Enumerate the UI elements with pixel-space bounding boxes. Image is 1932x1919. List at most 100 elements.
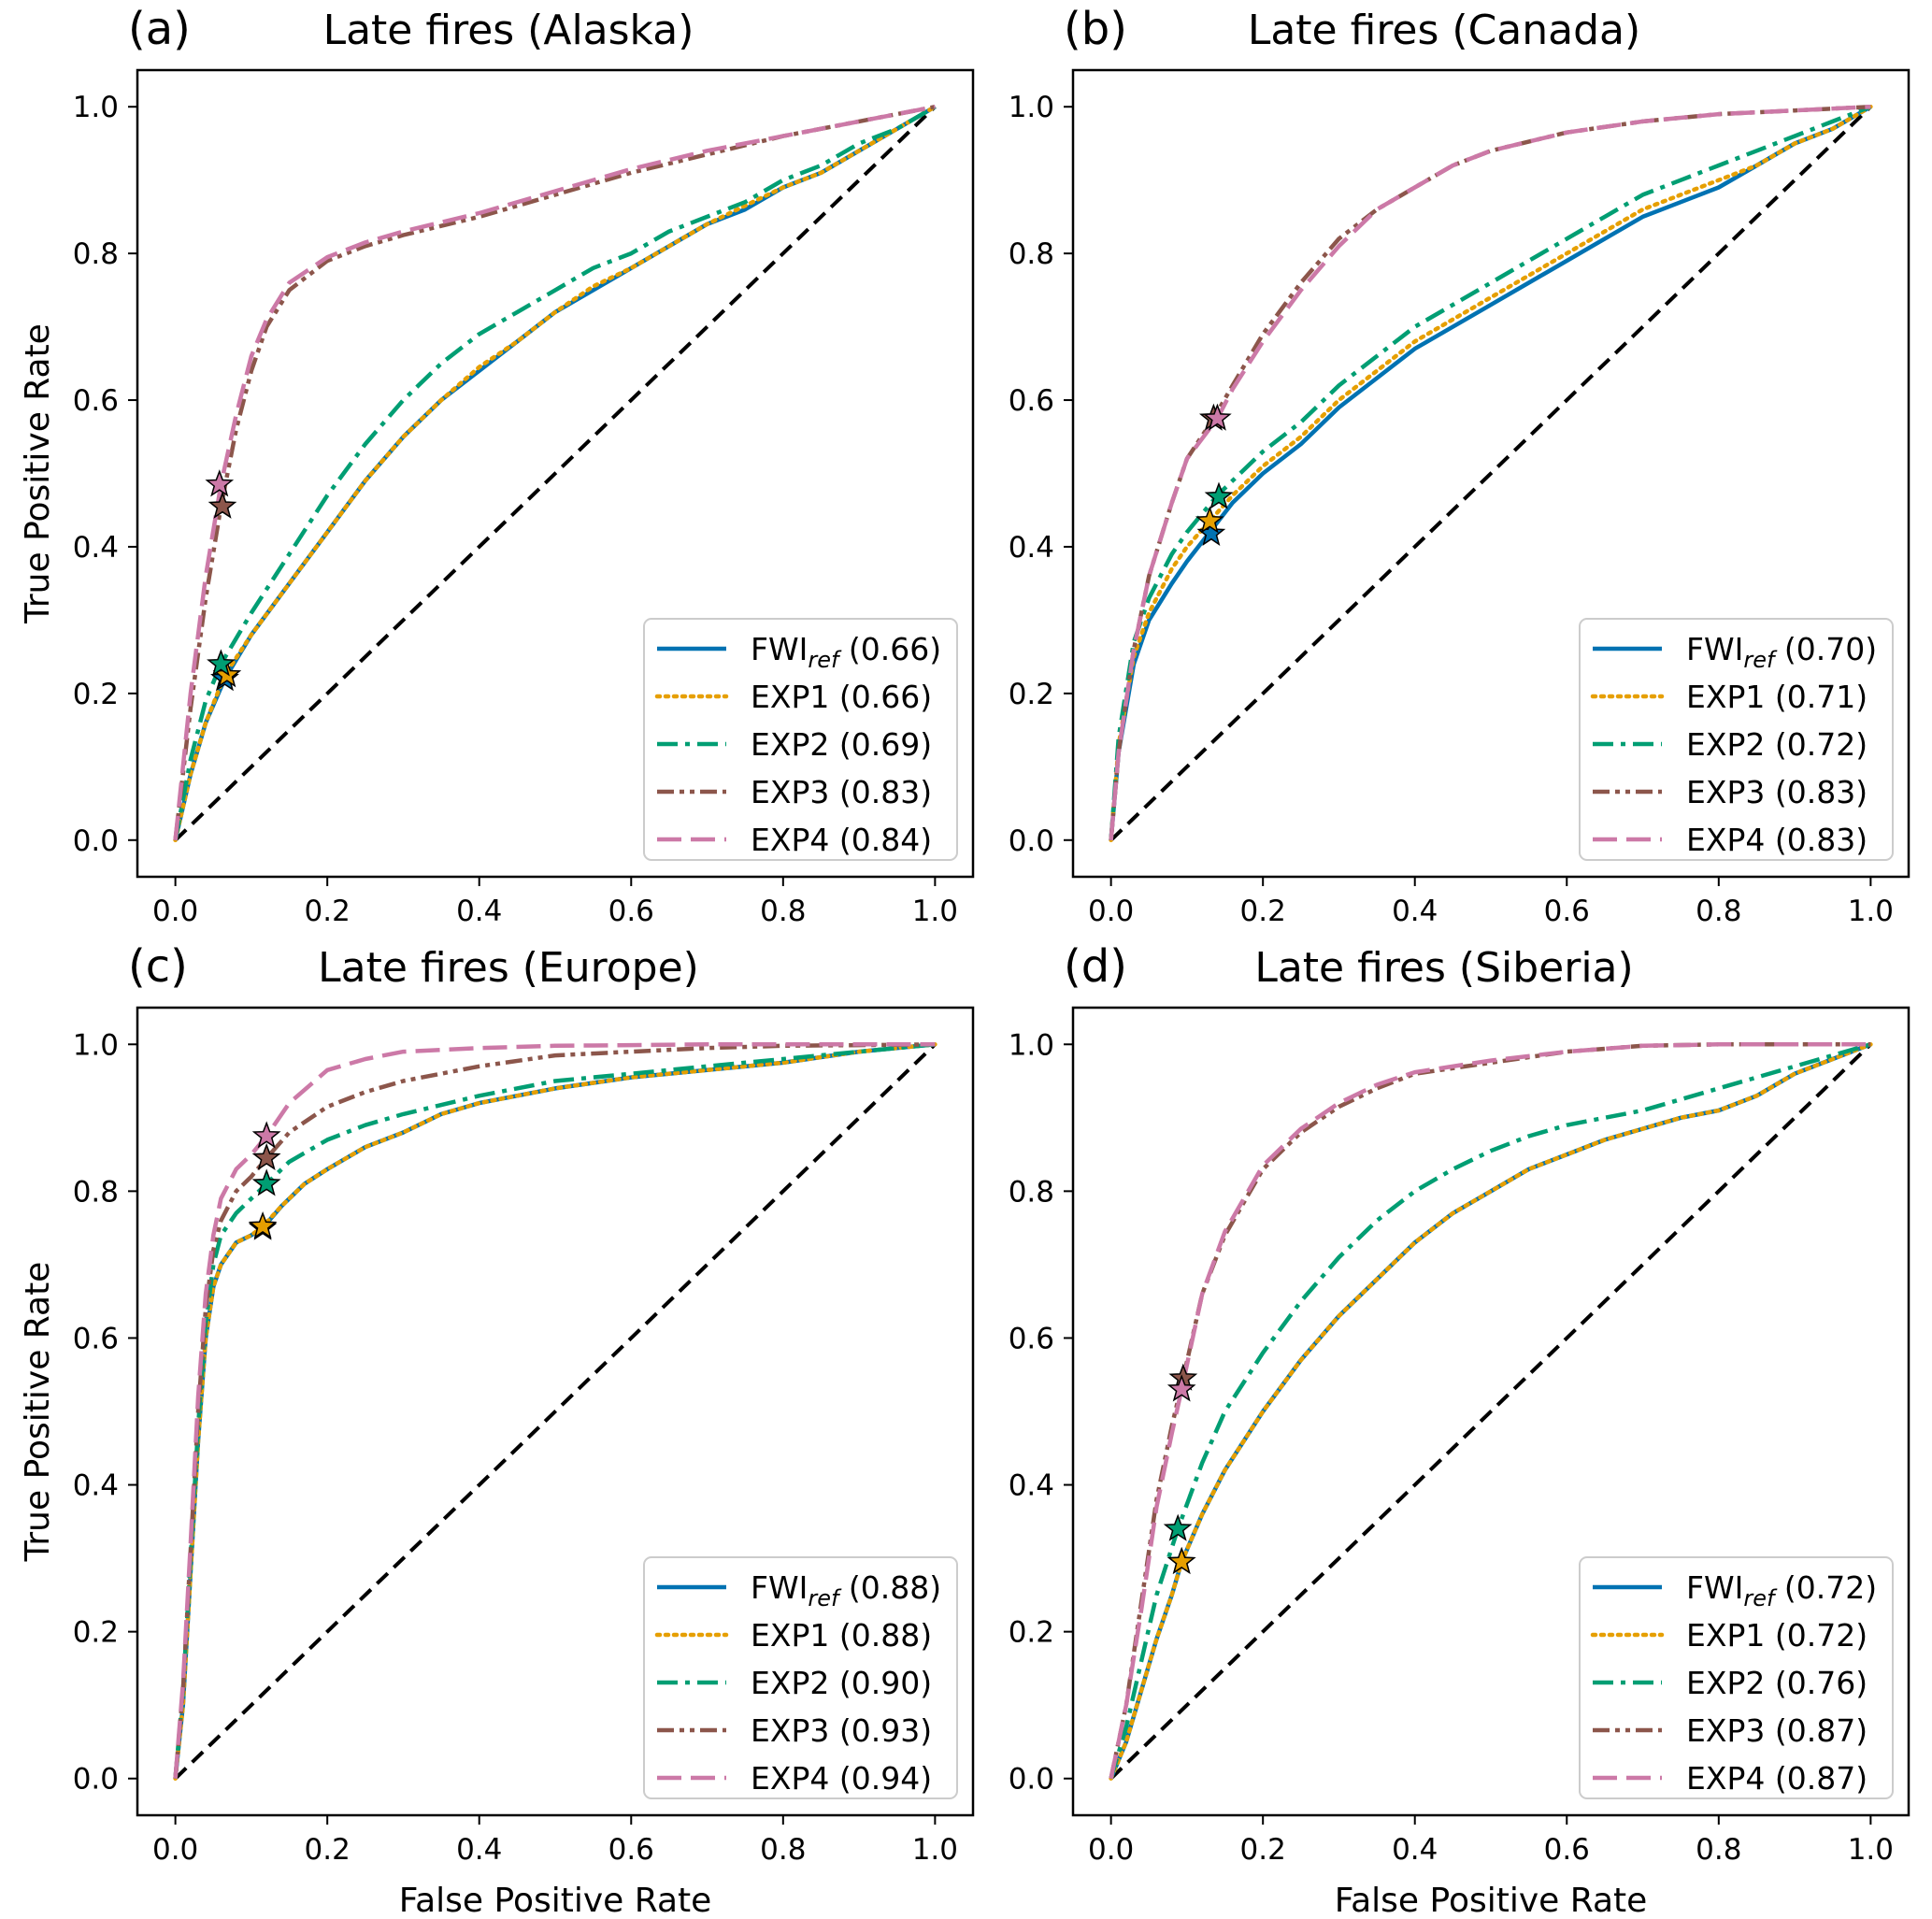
optimal-threshold-star-exp3 [251, 1142, 281, 1171]
legend-box [1579, 618, 1894, 861]
panel-title: Late fires (Europe) [318, 944, 699, 992]
optimal-threshold-star-exp4 [205, 469, 235, 497]
x-tick-label: 0.8 [1696, 1833, 1741, 1867]
legend-label: EXP2 (0.72) [1686, 726, 1868, 763]
legend-auc-value: (0.72) [1765, 726, 1868, 763]
legend-series-name: EXP2 [1686, 726, 1765, 763]
diagonal-reference-line [174, 105, 937, 842]
legend-label: EXP4 (0.87) [1686, 1760, 1868, 1797]
legend-label: EXP1 (0.72) [1686, 1617, 1868, 1654]
legend-label: EXP1 (0.88) [751, 1617, 932, 1654]
legend-auc-value: (0.69) [829, 726, 932, 763]
legend-label: EXP2 (0.76) [1686, 1665, 1868, 1701]
legend: FWIref (0.88)EXP1 (0.88)EXP2 (0.90)EXP3 … [643, 1556, 958, 1799]
legend-series-subscript: ref [808, 647, 842, 673]
x-tick-label: 0.0 [1088, 895, 1134, 928]
x-tick-label: 0.6 [608, 895, 654, 928]
axes-frame [1071, 68, 1911, 879]
diagonal-reference-line [1109, 105, 1872, 842]
legend-series-name: EXP2 [751, 1665, 829, 1701]
legend-auc-value: (0.71) [1765, 679, 1868, 715]
x-tick-label: 0.2 [1240, 895, 1286, 928]
y-tick-label: 0.2 [73, 678, 119, 711]
y-tick-label: 1.0 [1009, 1028, 1054, 1062]
roc-curve-exp4 [1109, 104, 1871, 840]
plot-area [1109, 104, 1873, 843]
panel-label: (a) [128, 3, 191, 55]
roc-curve-fwi-ref [1109, 105, 1872, 840]
legend-auc-value: (0.87) [1765, 1760, 1868, 1797]
legend-label: EXP4 (0.94) [751, 1760, 932, 1797]
legend-auc-value: (0.83) [1765, 822, 1868, 858]
panel-label: (c) [128, 940, 188, 993]
axes-frame [136, 1006, 975, 1817]
legend-series-name: FWI [751, 1569, 808, 1606]
y-tick-label: 1.0 [1009, 91, 1054, 124]
legend-series-name: EXP1 [751, 679, 829, 715]
legend-series-subscript: ref [808, 1585, 842, 1611]
legend-series-name: FWI [1686, 1569, 1743, 1606]
legend-item: EXP1 (0.72) [1590, 1617, 1868, 1654]
legend-series-name: EXP4 [1686, 1760, 1765, 1797]
roc-curve-exp2 [1109, 105, 1872, 840]
legend: FWIref (0.70)EXP1 (0.71)EXP2 (0.72)EXP3 … [1579, 618, 1894, 861]
legend-label: FWIref (0.66) [751, 631, 941, 673]
panel-title: Late fires (Siberia) [1254, 944, 1633, 992]
y-tick-label: 0.8 [73, 1175, 119, 1209]
roc-curve-exp4 [1109, 1042, 1871, 1780]
legend-auc-value: (0.72) [1765, 1617, 1868, 1654]
x-tick-label: 0.2 [1240, 1833, 1286, 1867]
x-tick-label: 0.0 [1088, 1833, 1134, 1867]
diagonal-reference-line [1109, 1042, 1872, 1781]
panel-label: (d) [1064, 940, 1127, 993]
optimal-threshold-star-exp2 [1204, 481, 1234, 509]
legend-auc-value: (0.66) [838, 631, 941, 667]
x-tick-label: 1.0 [912, 1833, 958, 1867]
legend-auc-value: (0.72) [1774, 1569, 1877, 1606]
legend-series-name: EXP3 [751, 774, 829, 810]
legend-series-name: EXP1 [1686, 1617, 1765, 1654]
legend-label: EXP3 (0.83) [751, 774, 932, 810]
legend-series-name: EXP2 [1686, 1665, 1765, 1701]
legend-item: EXP3 (0.83) [657, 774, 932, 810]
y-tick-label: 0.2 [73, 1616, 119, 1650]
panel-d: (d) Late fires (Siberia) 0.0 0.2 0.4 0.6 0.8 1.… [1009, 940, 1911, 1919]
legend-auc-value: (0.93) [829, 1712, 932, 1749]
panel-c: (c) Late fires (Europe) 0.0 0.2 0.4 0.6 0.8 1.0… [19, 940, 975, 1919]
optimal-threshold-star-fwi-ref [1196, 518, 1226, 546]
legend-item: EXP4 (0.84) [657, 822, 932, 858]
y-tick-label: 0.2 [1009, 1616, 1054, 1650]
x-tick-label: 1.0 [1848, 895, 1894, 928]
x-tick-label: 0.2 [305, 895, 351, 928]
roc-curve-exp3 [173, 1042, 936, 1779]
x-axis-label: False Positive Rate [1335, 1882, 1648, 1919]
legend-item: EXP3 (0.87) [1593, 1712, 1868, 1749]
roc-curve-exp2 [1109, 1042, 1872, 1780]
roc-curve-exp2 [173, 1042, 936, 1779]
y-axis-label: True Positive Rate [19, 1262, 57, 1563]
legend-auc-value: (0.76) [1765, 1665, 1868, 1701]
legend-item: FWIref (0.72) [1593, 1569, 1877, 1611]
x-tick-label: 0.8 [1696, 895, 1741, 928]
legend-item: EXP1 (0.88) [654, 1617, 932, 1654]
y-tick-label: 0.6 [73, 1322, 119, 1355]
x-tick-label: 0.4 [456, 895, 502, 928]
y-tick-label: 1.0 [73, 91, 119, 124]
x-tick-label: 0.6 [608, 1833, 654, 1867]
legend-label: EXP2 (0.90) [751, 1665, 932, 1701]
legend-item: EXP2 (0.69) [657, 726, 932, 763]
panel-title: Late fires (Alaska) [323, 7, 694, 54]
roc-curve-exp1 [1109, 1042, 1873, 1781]
x-tick-label: 0.2 [305, 1833, 351, 1867]
legend-label: FWIref (0.72) [1686, 1569, 1877, 1611]
roc-curve-exp1 [173, 104, 937, 843]
x-tick-label: 1.0 [1848, 1833, 1894, 1867]
panel-title: Late fires (Canada) [1248, 7, 1640, 54]
optimal-threshold-star-exp3 [208, 491, 237, 519]
legend-label: EXP4 (0.83) [1686, 822, 1868, 858]
x-axis-label: False Positive Rate [399, 1882, 712, 1919]
legend-item: EXP4 (0.94) [657, 1760, 932, 1797]
x-tick-label: 0.0 [152, 1833, 198, 1867]
legend-label: FWIref (0.70) [1686, 631, 1877, 673]
